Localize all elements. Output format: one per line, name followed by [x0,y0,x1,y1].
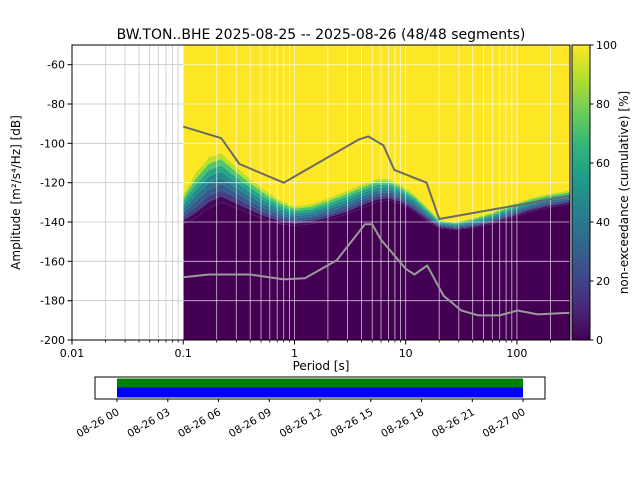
x-tick-label: 1 [291,347,298,360]
y-tick-label: -60 [47,59,65,72]
colorbar-tick-label: 60 [596,157,610,170]
y-tick-label: -200 [40,334,65,347]
colorbar-tick-label: 80 [596,98,610,111]
timeline-tick-label: 08-26 21 [430,406,477,440]
colorbar-label: non-exceedance (cumulative) [%] [617,91,631,294]
x-tick-label: 0.01 [60,347,85,360]
timeline-data-segment [117,378,523,388]
colorbar-tick-label: 40 [596,216,610,229]
ppsd-band-strip [183,171,570,226]
timeline-tick-label: 08-27 00 [481,406,528,440]
ppsd-band-strip [183,190,570,229]
axes-frame: 0.01 0.1 1 10 100 -60 -80 -100 -120 -140 -160 -180 -… [40,44,571,360]
timeline-tick-label: 08-26 15 [328,406,375,440]
ppsd-band-strip [183,177,570,227]
chart-title: BW.TON..BHE 2025-08-25 -- 2025-08-26 (48… [117,27,526,43]
ppsd-band-strip [183,159,570,224]
x-tick-label: 10 [399,347,413,360]
low-noise-model-line [183,223,570,317]
ppsd-zero-percent-region [183,200,570,340]
y-tick-label: -160 [40,255,65,268]
ppsd-band-strip [183,196,570,230]
y-tick-label: -80 [47,98,65,111]
colorbar-tick-label: 20 [596,275,610,288]
ppsd-hundred-percent-region [183,45,570,222]
timeline-tick-label: 08-26 06 [176,406,223,440]
x-axis-label: Period [s] [293,359,350,373]
timeline-tick-label: 08-26 12 [278,406,325,440]
x-tick-label: 100 [506,347,527,360]
timeline-tick-label: 08-26 03 [125,406,172,440]
y-tick-label: -180 [40,295,65,308]
timeline-coverage-bar: 08-26 00 08-26 03 08-26 06 08-26 09 08-26 12… [75,376,546,440]
noise-model-lines [182,125,570,317]
y-axis-label: Amplitude [m²/s⁴/Hz] [dB] [9,115,23,270]
plot-spine [71,44,571,341]
high-noise-model-line [182,125,570,220]
colorbar-gradient-bar [571,44,591,341]
ppsd-band-strip [183,183,570,228]
colorbar: 0 20 40 60 80 100 [571,39,617,347]
timeline-range-segment [117,387,523,398]
y-tick-label: -120 [40,177,65,190]
y-tick-label: -100 [40,137,65,150]
timeline-tick-label: 08-26 09 [227,406,274,440]
colorbar-tick-label: 100 [596,39,617,52]
colorbar-tick-label: 0 [596,334,603,347]
ppsd-band-strip [183,153,570,223]
timeline-tick-label: 08-26 18 [379,406,426,440]
ppsd-band-strip [183,165,570,225]
timeline-tick-label: 08-26 00 [75,406,122,440]
ppsd-distribution-mesh [183,45,570,340]
y-tick-label: -140 [40,216,65,229]
x-tick-label: 0.1 [174,347,192,360]
